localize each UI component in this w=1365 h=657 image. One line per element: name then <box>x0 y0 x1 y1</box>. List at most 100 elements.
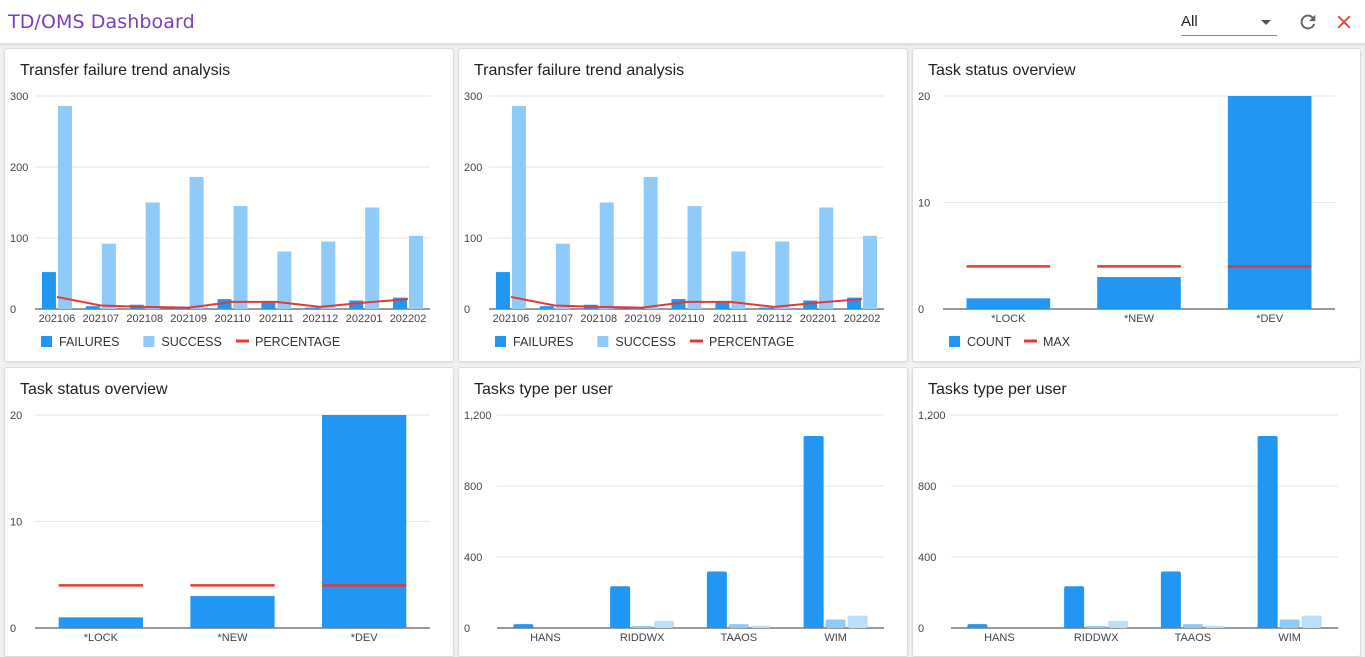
y-tick-label: 0 <box>464 623 470 635</box>
legend-label: FAILURES <box>59 335 119 349</box>
app-title: TD/OMS Dashboard <box>8 11 195 33</box>
card-title: Tasks type per user <box>928 381 1067 398</box>
bar-count <box>1097 277 1181 309</box>
bar-success <box>189 176 204 309</box>
close-icon <box>1337 15 1351 29</box>
y-tick-label: 400 <box>918 552 936 564</box>
bar-failures <box>539 306 554 309</box>
chart: 0 100 200 300 202106 202107 202108 202109 202110… <box>10 91 430 349</box>
x-tick-label: 202202 <box>844 313 881 325</box>
bar-series-2 <box>1279 619 1300 628</box>
bar-failures <box>671 299 686 309</box>
bar-failures <box>715 302 730 309</box>
close-button[interactable] <box>1333 11 1355 33</box>
y-tick-label: 10 <box>10 517 22 529</box>
bar-success <box>775 241 790 309</box>
card-title: Transfer failure trend analysis <box>474 62 685 79</box>
bar-series-1 <box>1160 571 1181 628</box>
card-title: Task status overview <box>928 62 1076 79</box>
legend-swatch <box>949 336 960 347</box>
x-tick-label: RIDDWX <box>1074 632 1119 644</box>
y-tick-label: 800 <box>918 481 936 493</box>
bar-success <box>57 105 72 309</box>
bar-failures <box>495 272 510 309</box>
chart-card-transfer-trend-2: Transfer failure trend analysis 0 100 200 3… <box>458 48 908 362</box>
bar-series-3 <box>654 620 675 628</box>
line-percentage <box>510 295 863 309</box>
x-tick-label: RIDDWX <box>620 632 665 644</box>
bar-success <box>145 202 160 309</box>
refresh-icon <box>1300 14 1316 30</box>
filter-select[interactable]: All <box>1181 10 1277 36</box>
bar-series-3 <box>847 615 868 628</box>
bar-series-3 <box>1301 615 1322 628</box>
chart: 0 400 800 1,200 HANS RIDDWX TAAOS WIM <box>464 410 884 644</box>
y-tick-label: 0 <box>918 304 924 316</box>
bar-success <box>555 243 570 309</box>
x-tick-label: 202107 <box>82 313 119 325</box>
y-tick-label: 200 <box>10 162 28 174</box>
bar-failures <box>305 307 320 309</box>
legend-swatch <box>597 336 609 347</box>
x-tick-label: 202111 <box>259 313 294 325</box>
bar-success <box>321 241 336 309</box>
legend-swatch <box>495 336 506 347</box>
bar-success <box>365 207 380 309</box>
x-tick-label: 202109 <box>170 313 207 325</box>
x-tick-label: HANS <box>984 632 1015 644</box>
x-tick-label: *NEW <box>1124 313 1155 325</box>
y-tick-label: 10 <box>918 198 930 210</box>
bar-series-2 <box>1182 624 1203 628</box>
x-tick-label: WIM <box>1278 632 1301 644</box>
refresh-button[interactable] <box>1297 11 1319 33</box>
bar-success <box>101 243 116 309</box>
x-tick-label: 202108 <box>580 313 617 325</box>
legend-label: MAX <box>1043 335 1071 349</box>
x-tick-label: 202106 <box>493 313 530 325</box>
bar-success <box>819 207 834 309</box>
x-tick-label: 202107 <box>536 313 573 325</box>
chart-card-task-status-1: Task status overview 0 10 20 *LOCK *NEW *DEV C… <box>912 48 1361 362</box>
chart: 0 10 20 *LOCK *NEW *DEV <box>10 410 430 644</box>
legend-swatch <box>143 336 155 347</box>
bar-count <box>966 298 1051 309</box>
bar-count <box>190 596 275 628</box>
x-tick-label: 202112 <box>756 313 792 325</box>
y-tick-label: 20 <box>10 410 22 422</box>
chart: 0 10 20 *LOCK *NEW *DEV COUNT MAX <box>918 91 1335 349</box>
legend-swatch <box>41 336 52 347</box>
bar-success <box>731 251 746 309</box>
bar-success <box>277 251 292 309</box>
x-tick-label: *LOCK <box>84 632 119 644</box>
legend-label: PERCENTAGE <box>709 335 794 349</box>
bar-failures <box>847 297 862 309</box>
bar-failures <box>217 299 232 309</box>
bar-failures <box>85 306 100 309</box>
x-tick-label: HANS <box>530 632 561 644</box>
card-title: Transfer failure trend analysis <box>20 62 231 79</box>
legend-label: SUCCESS <box>161 335 221 349</box>
bar-series-1 <box>513 624 534 628</box>
x-tick-label: WIM <box>824 632 847 644</box>
legend-label: SUCCESS <box>615 335 675 349</box>
x-tick-label: 202110 <box>215 313 251 325</box>
x-tick-label: 202109 <box>624 313 661 325</box>
card-title: Tasks type per user <box>474 381 613 398</box>
y-tick-label: 0 <box>464 304 470 316</box>
bar-series-2 <box>632 626 653 628</box>
bar-failures <box>41 272 56 309</box>
bar-series-1 <box>1257 435 1278 628</box>
bar-failures <box>393 297 408 309</box>
x-tick-label: 202201 <box>346 313 383 325</box>
bar-series-1 <box>610 586 631 628</box>
chart-card-tasks-per-user-2: Tasks type per user 0 400 800 1,200 HANS RIDD… <box>912 367 1361 657</box>
x-tick-label: *LOCK <box>991 313 1026 325</box>
x-tick-label: TAAOS <box>721 632 757 644</box>
y-tick-label: 200 <box>464 162 482 174</box>
bar-series-1 <box>706 571 727 628</box>
x-tick-label: 202108 <box>126 313 163 325</box>
chart-card-tasks-per-user-1: Tasks type per user 0 400 800 1,200 HANS RIDD… <box>458 367 908 657</box>
bar-series-2 <box>1086 626 1107 628</box>
line-percentage <box>56 295 409 309</box>
card-title: Task status overview <box>20 381 168 398</box>
